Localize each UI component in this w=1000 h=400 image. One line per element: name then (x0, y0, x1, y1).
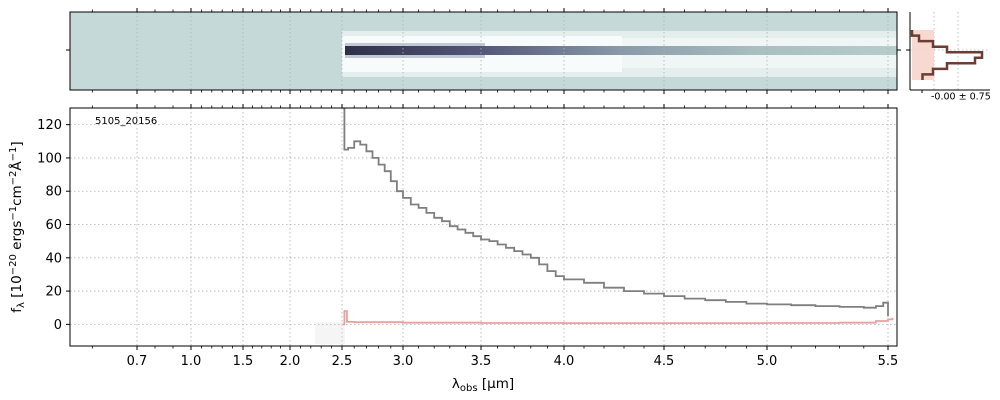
spectrum-1d-panel: 0.7 1.0 1.5 2.0 2.5 3.0 3.5 4.0 4.5 5.0 5.5 0 20 40 60… (8, 104, 898, 394)
profile-fill (912, 30, 934, 80)
profile-uncertainty-band (912, 30, 934, 80)
x-axis-title: λobs [μm] (452, 376, 514, 394)
spectrum-2d-image (342, 31, 897, 77)
y-tick-label: 100 (37, 151, 62, 166)
profile-annotation: -0.00 ± 0.75 (931, 91, 991, 102)
masked-region (315, 322, 345, 344)
x-tick-label: 5.0 (757, 354, 778, 369)
y-tick-label: 120 (37, 118, 62, 133)
y-axis-title: fλ [10−20 ergs−1cm−2Å−1] (8, 141, 27, 312)
x-tick-label: 1.5 (233, 354, 254, 369)
spectrum-1d-ticks: 0.7 1.0 1.5 2.0 2.5 3.0 3.5 4.0 4.5 5.0 5.5 0 20 40 60… (37, 104, 898, 369)
trace-wing-bottom (345, 55, 485, 58)
object-id-label: 5105_20156 (95, 116, 157, 127)
spectrum-2d-frame (69, 11, 898, 91)
y-tick-label: 40 (45, 251, 62, 266)
y-tick-label: 80 (45, 185, 62, 200)
spatial-profile-panel: -0.00 ± 0.75 (906, 12, 991, 102)
profile-line (910, 30, 984, 80)
y-tick-label: 60 (45, 218, 62, 233)
x-tick-label: 5.5 (878, 354, 899, 369)
x-tick-label: 3.0 (393, 354, 414, 369)
x-tick-label: 4.5 (654, 354, 675, 369)
spectrum-1d-grid (70, 108, 897, 346)
spectrum-line (343, 108, 889, 316)
spectrum-2d-ticks (66, 8, 901, 94)
x-tick-label: 3.5 (471, 354, 492, 369)
spectrum-2d-grid (136, 12, 889, 90)
spectrum-1d-frame (69, 107, 898, 347)
y-tick-label: 20 (45, 285, 62, 300)
x-tick-label: 0.7 (127, 354, 148, 369)
spectrum-1d-series (343, 108, 894, 326)
x-tick-label: 1.0 (181, 354, 202, 369)
spectrum-line (343, 310, 894, 326)
trace-wing-top (345, 43, 485, 46)
spectrum-2d-panel (66, 8, 901, 94)
x-tick-label: 2.0 (280, 354, 301, 369)
trace-core (345, 46, 897, 55)
x-tick-label: 2.5 (332, 354, 353, 369)
x-tick-label: 4.0 (554, 354, 575, 369)
y-tick-label: 0 (54, 318, 62, 333)
